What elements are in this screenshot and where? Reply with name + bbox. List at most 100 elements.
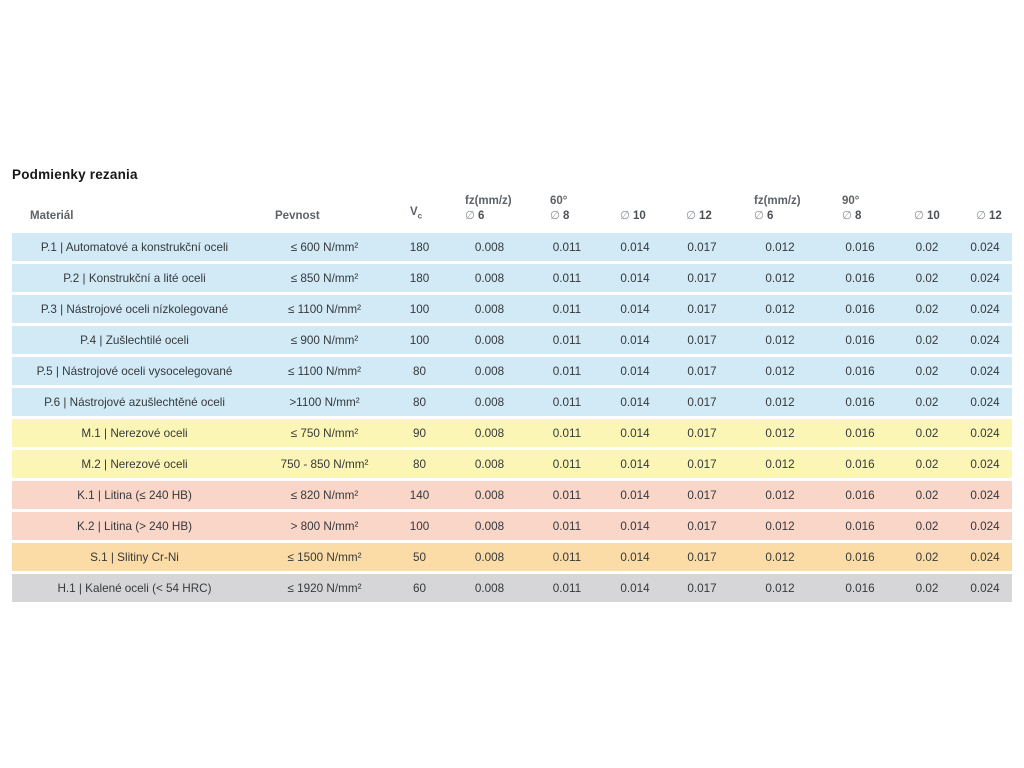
material-cell: P.6 | Nástrojové azušlechtěné oceli — [44, 395, 225, 409]
fz-value-cell: 0.011 — [552, 333, 582, 347]
table-row: H.1 | Kalené oceli (< 54 HRC) ≤ 1920 N/mm… — [12, 574, 1012, 602]
fz-value-cell: 0.016 — [845, 302, 875, 316]
fz-value-cell: 0.02 — [915, 426, 939, 440]
vc-cell: 50 — [412, 550, 426, 564]
fz-value-cell: 0.016 — [845, 581, 875, 595]
fz-value-cell: 0.012 — [765, 302, 795, 316]
vc-cell: 180 — [409, 271, 430, 285]
fz-value-cell: 0.017 — [687, 488, 717, 502]
material-cell: K.2 | Litina (> 240 HB) — [76, 519, 193, 533]
column-header-d10-90: ∅ 10 — [914, 210, 940, 222]
material-cell: H.1 | Kalené oceli (< 54 HRC) — [57, 581, 212, 595]
fz-value-cell: 0.012 — [765, 333, 795, 347]
diameter-icon: ∅ — [914, 210, 925, 222]
fz-value-cell: 0.024 — [970, 333, 1000, 347]
fz-value-cell: 0.011 — [552, 240, 582, 254]
vc-cell: 180 — [409, 240, 430, 254]
fz-value-cell: 0.02 — [915, 271, 939, 285]
vc-cell: 140 — [409, 488, 430, 502]
fz-value-cell: 0.012 — [765, 395, 795, 409]
fz-value-cell: 0.016 — [845, 240, 875, 254]
table-row: P.2 | Konstrukční a lité oceli ≤ 850 N/mm… — [12, 264, 1012, 292]
fz-value-cell: 0.012 — [765, 581, 795, 595]
fz-value-cell: 0.011 — [552, 426, 582, 440]
pevnost-cell: ≤ 600 N/mm² — [290, 240, 359, 254]
fz-value-cell: 0.012 — [765, 426, 795, 440]
fz-value-cell: 0.02 — [915, 457, 939, 471]
fz-value-cell: 0.012 — [765, 457, 795, 471]
fz-value-cell: 0.016 — [845, 426, 875, 440]
content-area: Podmienky rezania Materiál Pevnost Vc fz… — [12, 167, 1012, 605]
pevnost-cell: ≤ 1920 N/mm² — [287, 581, 362, 595]
material-cell: P.2 | Konstrukční a lité oceli — [63, 271, 206, 285]
fz-value-cell: 0.017 — [687, 271, 717, 285]
pevnost-cell: >1100 N/mm² — [289, 395, 360, 409]
material-cell: P.1 | Automatové a konstrukční oceli — [40, 240, 229, 254]
column-header-d10-60: ∅ 10 — [620, 210, 646, 222]
pevnost-cell: > 800 N/mm² — [290, 519, 359, 533]
diameter-icon: ∅ — [686, 210, 697, 222]
fz-value-cell: 0.024 — [970, 519, 1000, 533]
vc-cell: 60 — [412, 581, 426, 595]
fz-value-cell: 0.014 — [620, 488, 650, 502]
fz-value-cell: 0.016 — [845, 395, 875, 409]
fz-value-cell: 0.016 — [845, 488, 875, 502]
material-cell: P.4 | Zušlechtilé oceli — [80, 333, 189, 347]
vc-cell: 90 — [412, 426, 426, 440]
diameter-icon: ∅ — [465, 210, 476, 222]
table-header-row: Materiál Pevnost Vc fz(mm/z) ∅ 6 60° ∅ 8 ∅ 10 ∅ 1… — [12, 194, 1012, 230]
cutting-conditions-table: Materiál Pevnost Vc fz(mm/z) ∅ 6 60° ∅ 8 ∅ 10 ∅ 1… — [12, 191, 1012, 605]
fz-value-cell: 0.014 — [620, 302, 650, 316]
fz-value-cell: 0.02 — [915, 395, 939, 409]
table-row: S.1 | Slitiny Cr-Ni ≤ 1500 N/mm² 50 0.008 0.… — [12, 543, 1012, 571]
column-header-d6-60: fz(mm/z) ∅ 6 — [465, 195, 512, 222]
fz-value-cell: 0.017 — [687, 240, 717, 254]
fz-value-cell: 0.024 — [970, 240, 1000, 254]
table-row: P.5 | Nástrojové oceli vysocelegované ≤ 1… — [12, 357, 1012, 385]
fz-value-cell: 0.008 — [474, 240, 505, 254]
fz-value-cell: 0.02 — [915, 302, 939, 316]
table-row: K.2 | Litina (> 240 HB) > 800 N/mm² 100 0.0… — [12, 512, 1012, 540]
fz-value-cell: 0.008 — [474, 364, 505, 378]
vc-cell: 80 — [412, 364, 426, 378]
pevnost-cell: ≤ 1100 N/mm² — [287, 302, 362, 316]
fz-value-cell: 0.02 — [915, 488, 939, 502]
vc-cell: 100 — [409, 519, 430, 533]
table-row: P.3 | Nástrojové oceli nízkolegované ≤ 11… — [12, 295, 1012, 323]
column-header-d6-90: fz(mm/z) ∅ 6 — [754, 195, 801, 222]
diameter-icon: ∅ — [620, 210, 631, 222]
fz-value-cell: 0.014 — [620, 333, 650, 347]
fz-value-cell: 0.008 — [474, 426, 505, 440]
fz-value-cell: 0.014 — [620, 550, 650, 564]
fz-value-cell: 0.024 — [970, 581, 1000, 595]
fz-value-cell: 0.011 — [552, 271, 582, 285]
fz-value-cell: 0.016 — [845, 271, 875, 285]
diameter-icon: ∅ — [550, 210, 561, 222]
table-row: M.1 | Nerezové oceli ≤ 750 N/mm² 90 0.008 0.… — [12, 419, 1012, 447]
fz-value-cell: 0.024 — [970, 550, 1000, 564]
fz-value-cell: 0.014 — [620, 519, 650, 533]
material-cell: P.5 | Nástrojové oceli vysocelegované — [36, 364, 233, 378]
fz-value-cell: 0.02 — [915, 550, 939, 564]
fz-value-cell: 0.014 — [620, 240, 650, 254]
fz-value-cell: 0.024 — [970, 457, 1000, 471]
fz-value-cell: 0.016 — [845, 550, 875, 564]
fz-value-cell: 0.008 — [474, 488, 505, 502]
fz-value-cell: 0.017 — [687, 302, 717, 316]
column-header-material: Materiál — [30, 210, 74, 222]
column-header-d8-60: 60° ∅ 8 — [550, 195, 570, 222]
table-row: P.4 | Zušlechtilé oceli ≤ 900 N/mm² 100 0.0… — [12, 326, 1012, 354]
pevnost-cell: ≤ 1500 N/mm² — [287, 550, 362, 564]
fz-value-cell: 0.011 — [552, 581, 582, 595]
table-row: P.1 | Automatové a konstrukční oceli ≤ 60… — [12, 233, 1012, 261]
fz-value-cell: 0.011 — [552, 395, 582, 409]
fz-value-cell: 0.012 — [765, 271, 795, 285]
material-cell: K.1 | Litina (≤ 240 HB) — [77, 488, 192, 502]
fz-value-cell: 0.016 — [845, 457, 875, 471]
column-header-vc: Vc — [410, 205, 423, 220]
fz-value-cell: 0.014 — [620, 457, 650, 471]
fz-value-cell: 0.008 — [474, 271, 505, 285]
fz-value-cell: 0.012 — [765, 240, 795, 254]
fz-value-cell: 0.017 — [687, 457, 717, 471]
fz-value-cell: 0.014 — [620, 426, 650, 440]
